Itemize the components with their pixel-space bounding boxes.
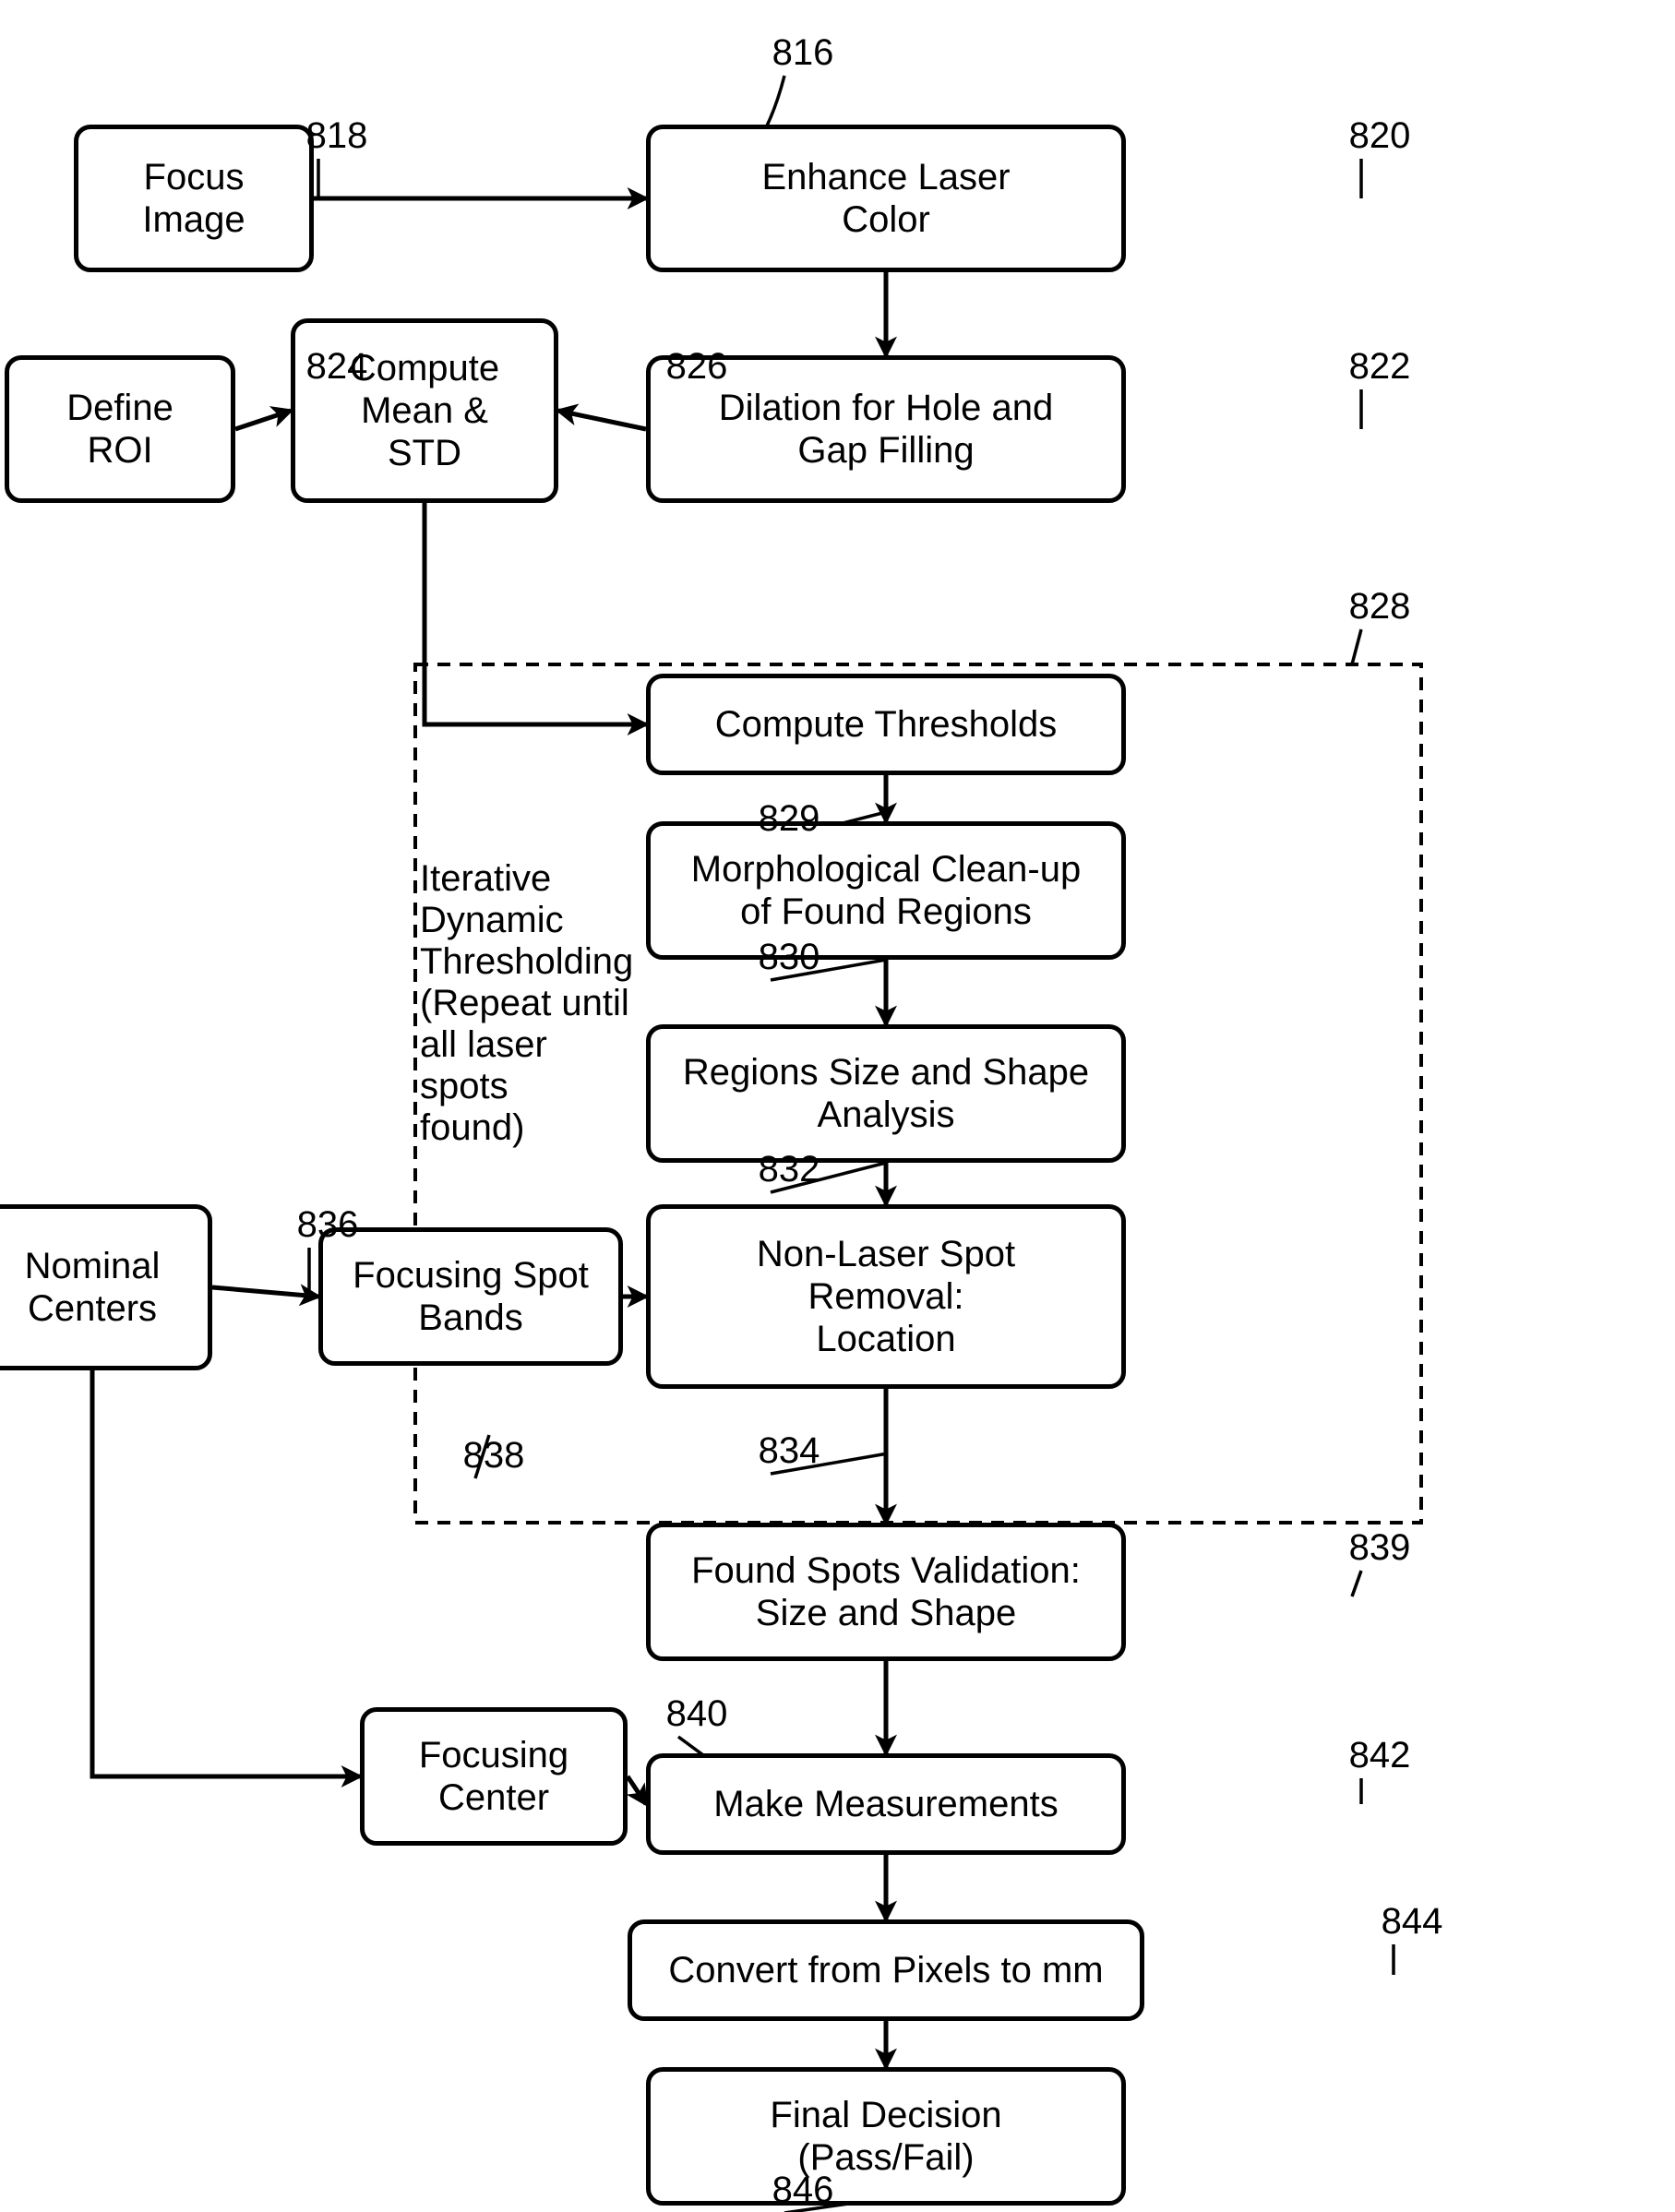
flowchart-node-n842: Make Measurements (646, 1753, 1126, 1855)
callout-c836: 836 (297, 1204, 359, 1246)
flowchart-node-n840: Focusing Center (360, 1707, 628, 1846)
iterative-annotation: Iterative Dynamic Thresholding (Repeat u… (420, 858, 752, 1149)
callout-leader-c828 (1352, 629, 1361, 664)
callout-c824: 824 (306, 346, 368, 388)
flowchart-node-n834: Non-Laser Spot Removal: Location (646, 1204, 1126, 1389)
flowchart-node-n838: Focusing Spot Bands (318, 1227, 623, 1366)
callout-c842: 842 (1349, 1735, 1411, 1776)
flowchart-node-n846: Final Decision (Pass/Fail) (646, 2067, 1126, 2206)
flowchart-node-n839: Found Spots Validation: Size and Shape (646, 1523, 1126, 1661)
edge-n824-n826 (235, 411, 291, 429)
callout-c822: 822 (1349, 346, 1411, 388)
edge-n836-n840 (92, 1370, 360, 1776)
edge-n826-n829 (425, 503, 646, 724)
callout-c828: 828 (1349, 586, 1411, 628)
callout-c844: 844 (1382, 1901, 1443, 1943)
callout-c839: 839 (1349, 1527, 1411, 1569)
flowchart-node-n818: Focus Image (74, 125, 314, 272)
callout-c820: 820 (1349, 115, 1411, 157)
callout-c818: 818 (306, 115, 368, 157)
callout-leader-c839 (1352, 1571, 1361, 1596)
callout-c816: 816 (772, 32, 834, 74)
callout-c840: 840 (666, 1693, 728, 1735)
callout-c830: 830 (759, 937, 820, 978)
flowchart-node-n836: Nominal Centers (0, 1204, 212, 1370)
edge-n840-n842 (628, 1776, 646, 1804)
callout-c829: 829 (759, 798, 820, 840)
callout-c846: 846 (772, 2170, 834, 2211)
flowchart-node-n829: Compute Thresholds (646, 674, 1126, 775)
flowchart-node-n844: Convert from Pixels to mm (628, 1919, 1144, 2021)
callout-c838: 838 (463, 1435, 525, 1477)
callout-c832: 832 (759, 1149, 820, 1190)
callout-c826: 826 (666, 346, 728, 388)
edge-n836-n838 (212, 1287, 318, 1297)
callout-c834: 834 (759, 1430, 820, 1472)
edge-n822-n826 (558, 411, 646, 429)
flowchart-node-n820: Enhance Laser Color (646, 125, 1126, 272)
flowchart-node-n824: Define ROI (5, 355, 235, 503)
